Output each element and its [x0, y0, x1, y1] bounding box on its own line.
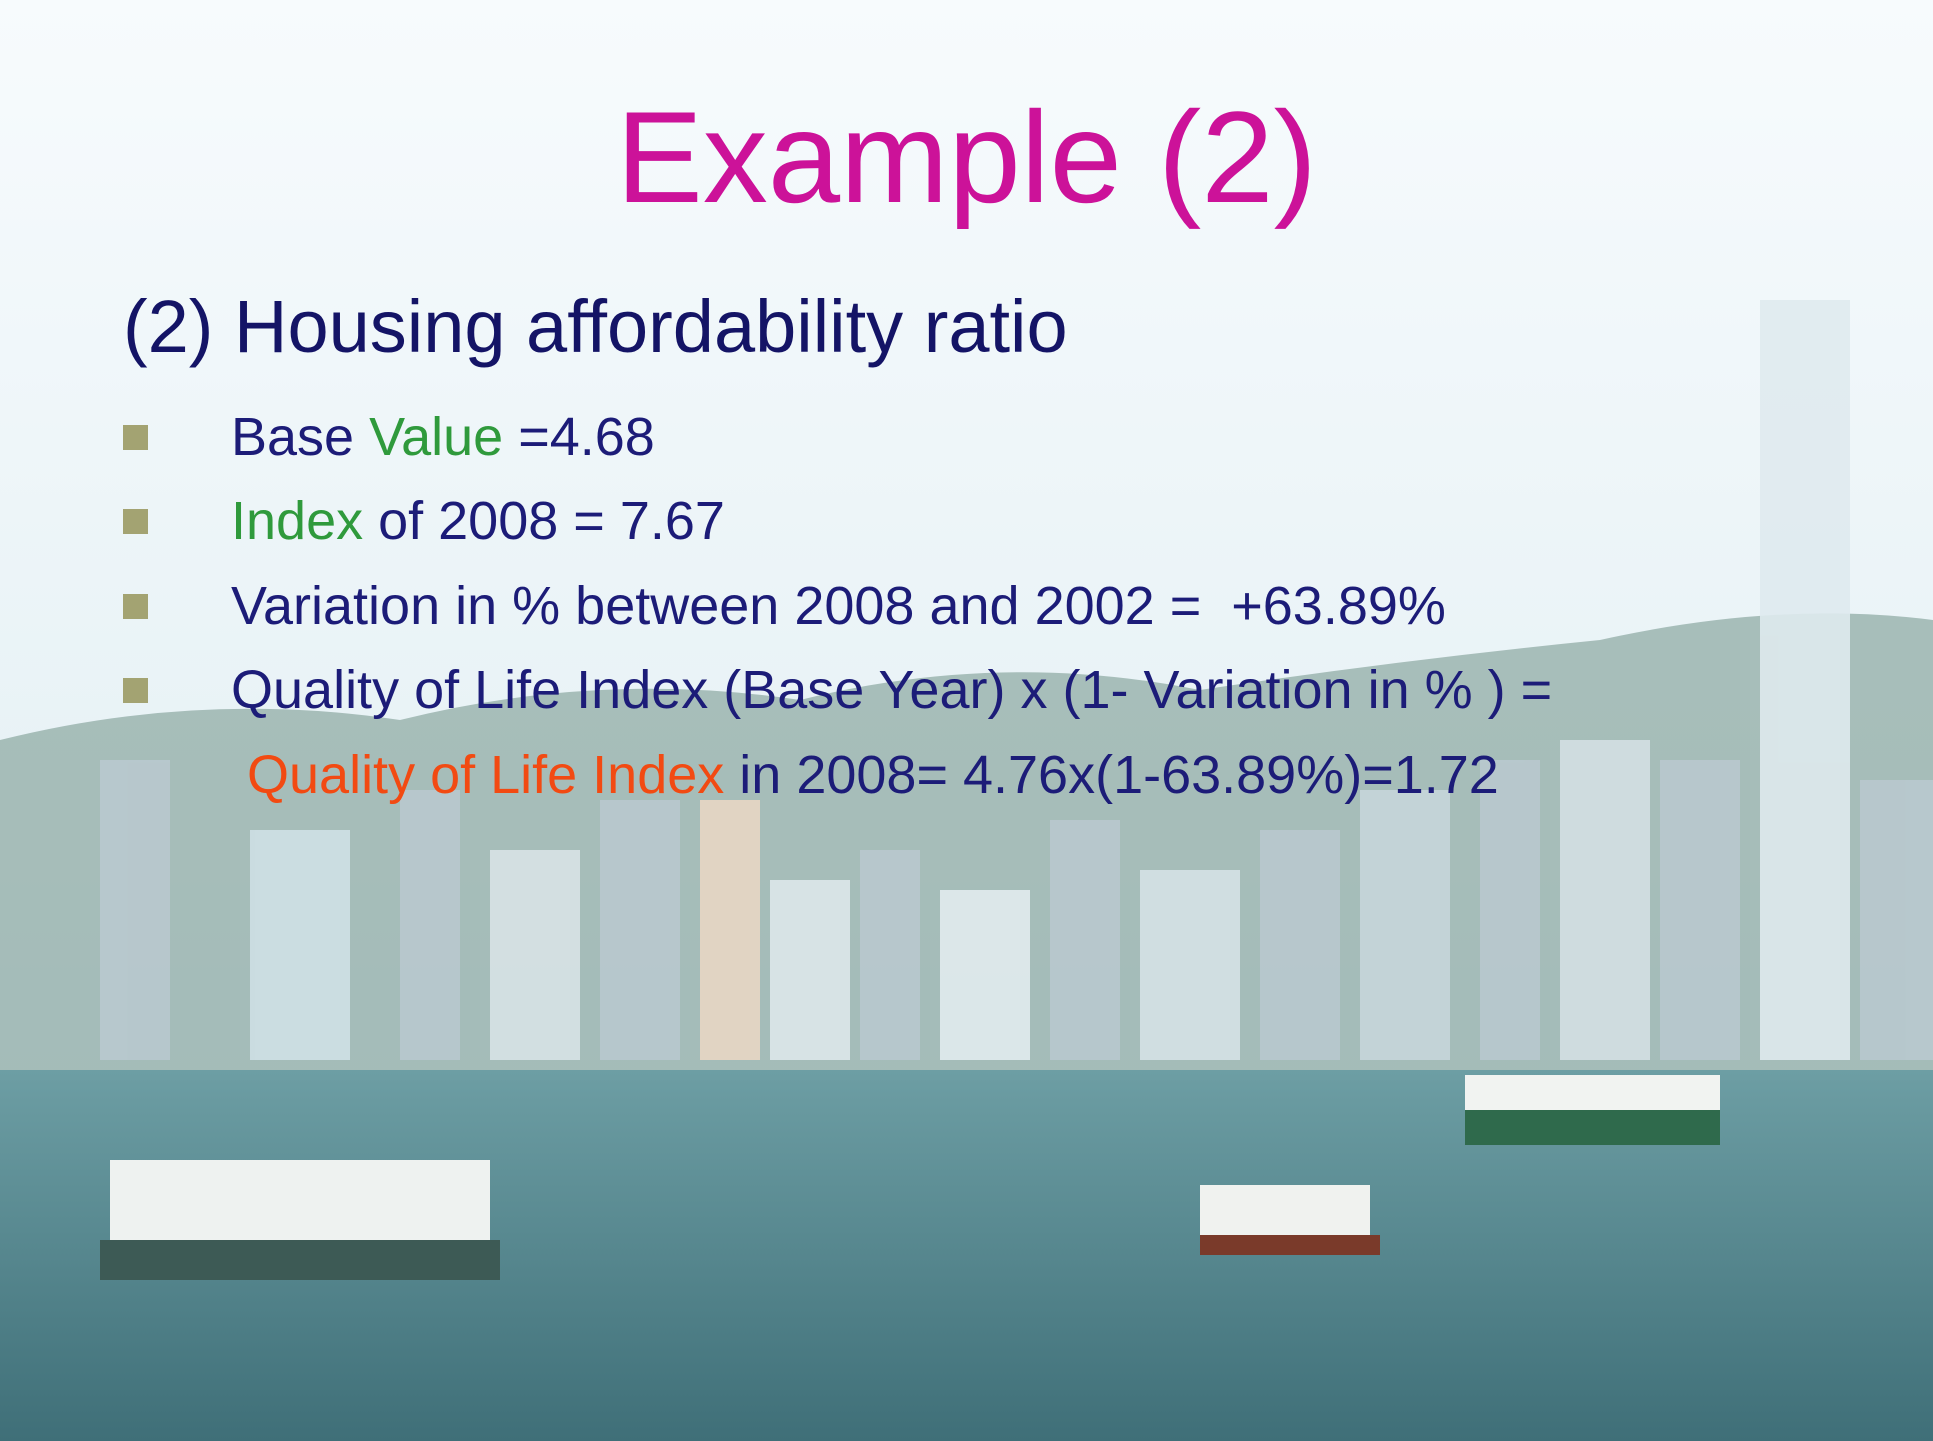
bullet-marker — [123, 425, 148, 450]
text: of 2008 = 7.67 — [363, 491, 725, 551]
bullet-text: Base Value =4.68 — [231, 410, 655, 464]
slide: Example (2) (2) Housing affordability ra… — [0, 0, 1933, 1441]
result-line: Quality of Life Index in 2008= 4.76x(1-6… — [247, 748, 1499, 802]
slide-subtitle: (2) Housing affordability ratio — [123, 290, 1068, 364]
slide-title: Example (2) — [0, 92, 1933, 222]
text: Quality of Life Index (Base Year) x (1- … — [231, 660, 1552, 720]
bullet-marker — [123, 594, 148, 619]
text: =4.68 — [503, 407, 655, 467]
text: Base — [231, 407, 369, 467]
bullet-marker — [123, 678, 148, 703]
text: in 2008= 4.76x(1-63.89%)=1.72 — [724, 745, 1499, 805]
text: Variation in % between 2008 and 2002 = +… — [231, 576, 1446, 636]
bullet-marker — [123, 509, 148, 534]
bullet-text: Index of 2008 = 7.67 — [231, 494, 725, 548]
highlight: Value — [369, 407, 503, 467]
highlight: Index — [231, 491, 363, 551]
bullet-text: Variation in % between 2008 and 2002 = +… — [231, 579, 1446, 633]
bullet-text: Quality of Life Index (Base Year) x (1- … — [231, 663, 1552, 717]
highlight: Quality of Life Index — [247, 745, 724, 805]
